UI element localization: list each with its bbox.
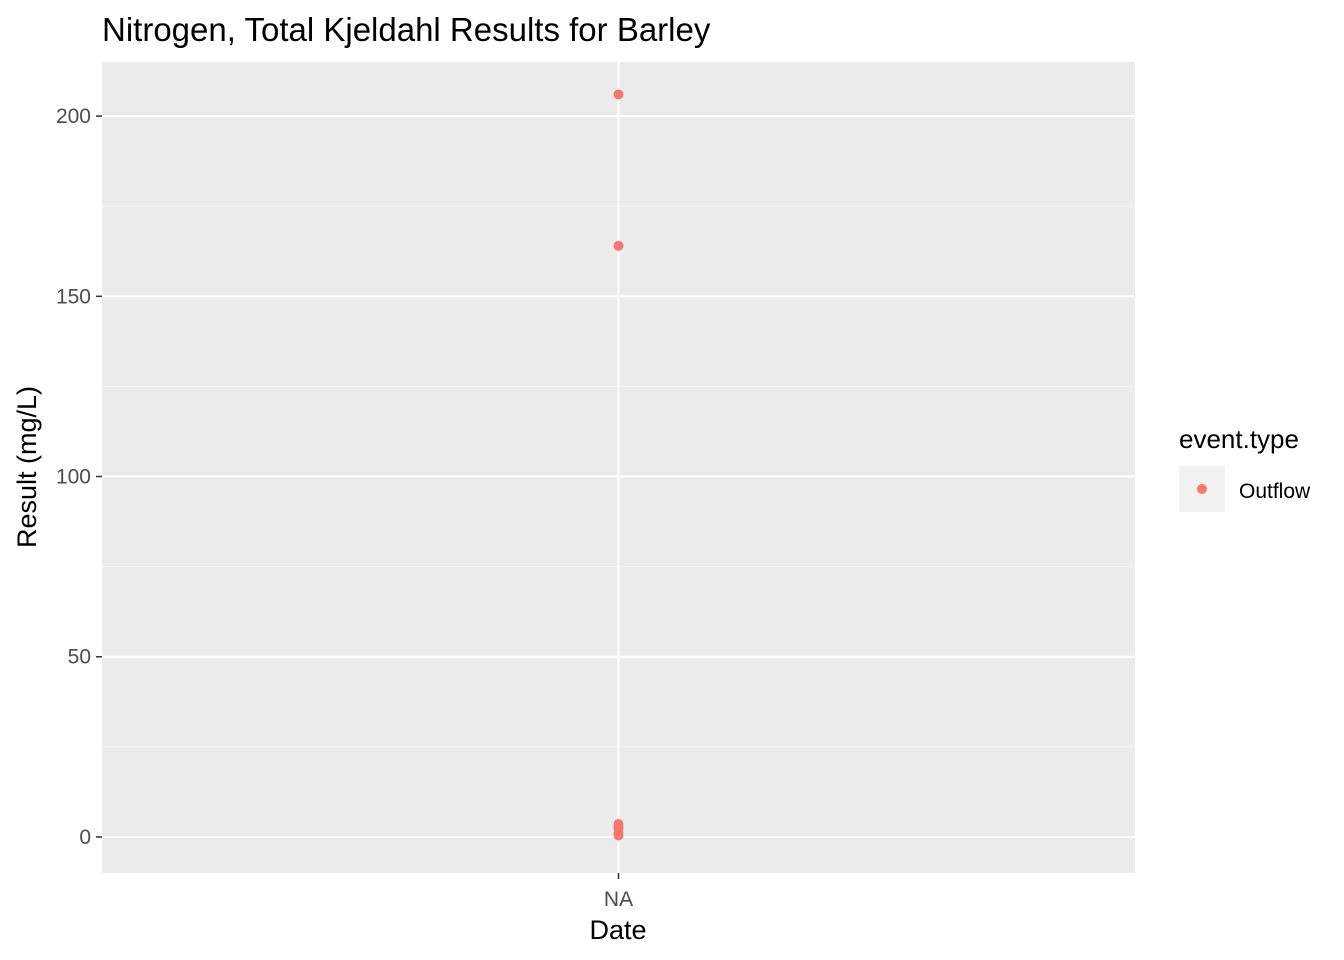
legend-title: event.type <box>1179 424 1299 454</box>
y-tick-label: 100 <box>56 466 91 489</box>
data-point <box>613 830 624 841</box>
legend-point-outflow <box>1197 484 1207 494</box>
x-axis-ticks: NA <box>604 873 633 911</box>
data-point <box>613 240 624 251</box>
x-tick-label: NA <box>604 888 633 911</box>
data-point <box>613 89 624 100</box>
x-axis-title: Date <box>589 915 646 945</box>
y-tick-label: 200 <box>56 105 91 128</box>
legend: event.type Outflow <box>1179 424 1311 512</box>
chart-title: Nitrogen, Total Kjeldahl Results for Bar… <box>102 11 711 48</box>
y-tick-label: 0 <box>79 826 91 849</box>
y-axis-ticks: 0 50 100 150 200 <box>56 105 102 849</box>
data-points <box>613 89 624 841</box>
y-tick-label: 50 <box>68 646 91 669</box>
legend-label-outflow: Outflow <box>1239 480 1311 503</box>
y-tick-label: 150 <box>56 285 91 308</box>
y-axis-title: Result (mg/L) <box>12 386 42 548</box>
major-grid <box>102 62 1135 873</box>
